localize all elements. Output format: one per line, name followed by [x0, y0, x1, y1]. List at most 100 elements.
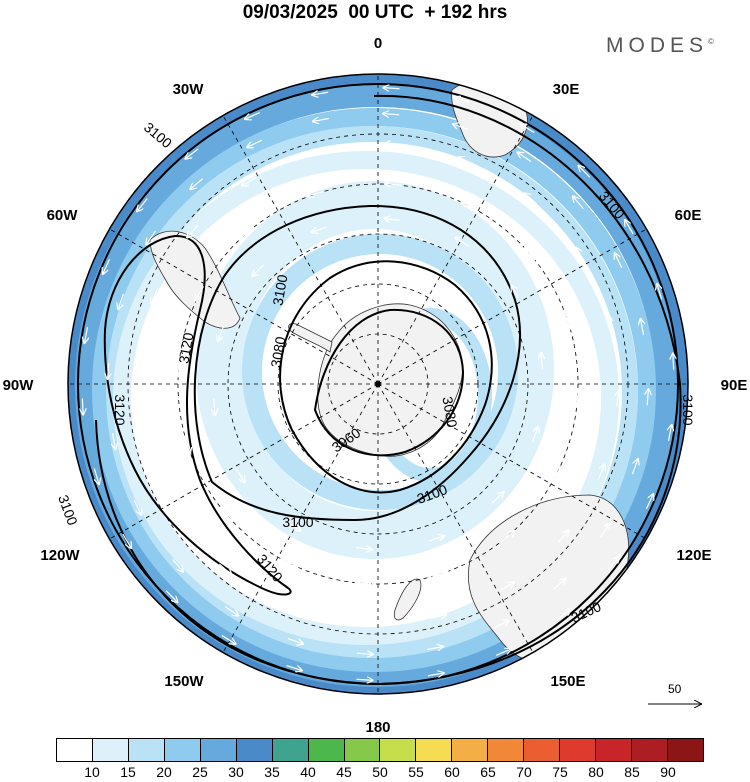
wind-vector [218, 563, 231, 575]
wind-vector [235, 468, 244, 483]
wind-vector [247, 139, 263, 147]
wind-vector [151, 288, 159, 304]
colorbar-labels: 10 15 20 25 30 35 40 45 50 55 60 65 70 75 80 85 90 [56, 764, 704, 782]
colorbar-label: 55 [408, 764, 424, 780]
colorbar-segment [272, 739, 309, 761]
wind-vector [118, 293, 125, 309]
contour-label: 3100 [269, 273, 290, 307]
wind-vector [383, 88, 400, 89]
wind-vector [511, 286, 521, 300]
colorbar-label: 65 [480, 764, 496, 780]
colorbar-segment [632, 739, 668, 761]
longitude-labels: 0 30E 60E 90E 120E 150E 180 150W 120W 90W 60W 30W [3, 35, 748, 736]
contour-label: 3120 [112, 394, 128, 425]
colorbar-segment [57, 739, 93, 761]
longitude-label-150e: 150E [550, 673, 585, 690]
wind-vector [286, 521, 300, 531]
brand-logo: MODES© [606, 34, 714, 57]
contour-label: 3120 [175, 331, 196, 365]
wind-vector [384, 218, 401, 220]
colorbar-segment [344, 739, 381, 761]
wind-vector [645, 494, 653, 509]
wind-vector [383, 114, 400, 115]
wind-vector [190, 178, 204, 189]
wind-vector [531, 427, 538, 443]
colorbar-label: 15 [120, 764, 136, 780]
colorbar-label: 10 [84, 764, 100, 780]
wind-vector [608, 557, 619, 570]
colorbar-label: 50 [372, 764, 388, 780]
wind-vector [214, 398, 215, 415]
longitude-label-120e: 120E [676, 547, 711, 564]
wind-vector [178, 360, 180, 376]
wind-vector [615, 253, 623, 269]
wind-vector [186, 438, 190, 453]
wind-vector [220, 507, 231, 521]
wind-vector [499, 582, 514, 592]
colorbar-label: 85 [624, 764, 640, 780]
longitude-label-60w: 60W [47, 207, 79, 224]
wind-vector [462, 202, 477, 211]
longitude-label-180: 180 [365, 719, 390, 736]
longitude-label-30w: 30W [173, 81, 205, 98]
colorbar-label: 60 [444, 764, 460, 780]
wind-vector [108, 362, 109, 379]
wind-vector [647, 389, 648, 406]
wind-vector [518, 152, 532, 162]
colorbar-label: 40 [300, 764, 316, 780]
longitude-label-30e: 30E [553, 81, 580, 98]
contour-label: 3100 [141, 119, 175, 151]
wind-vector [617, 391, 619, 407]
colorbar-segment [380, 739, 417, 761]
colorbar [56, 738, 704, 762]
colorbar-segment [92, 739, 129, 761]
wind-vector [673, 354, 674, 370]
wind-vector [521, 124, 535, 134]
wind-vector [287, 637, 303, 644]
wind-vector [356, 679, 373, 680]
contour-label: 3080 [439, 395, 460, 429]
wind-vector [187, 224, 199, 237]
wind-vector [218, 325, 225, 341]
contour-label: 3100 [680, 394, 696, 425]
wind-vector [310, 150, 326, 153]
wind-vector [454, 98, 470, 104]
longitude-label-150w: 150W [164, 673, 204, 690]
wind-vector [113, 433, 116, 449]
wind-vector [242, 176, 257, 185]
colorbar-label: 20 [156, 764, 172, 780]
wind-vector [427, 647, 443, 650]
wind-vector [459, 157, 474, 165]
wind-vector [631, 459, 638, 475]
colorbar-segment [164, 739, 201, 761]
wind-vector [146, 230, 156, 244]
wind-vector [573, 196, 584, 210]
wind-vector [137, 198, 148, 211]
wind-vector [495, 649, 511, 656]
contour-label: 3100 [55, 493, 81, 528]
colorbar-label: 30 [228, 764, 244, 780]
wind-vector [354, 583, 370, 585]
wind-vector [312, 92, 329, 95]
colorbar-segment [667, 739, 703, 761]
wind-vectors [82, 88, 673, 681]
wind-vector [430, 615, 446, 618]
wind-vector [138, 361, 140, 377]
wind-vector [165, 590, 177, 602]
wind-vector [525, 193, 538, 205]
wind-vector [252, 264, 265, 276]
wind-vector [456, 237, 470, 247]
wind-vector [501, 531, 515, 542]
colorbar-segment [308, 739, 345, 761]
wind-vector [428, 536, 444, 542]
wind-vector [356, 653, 373, 654]
longitude-label-0: 0 [374, 35, 382, 52]
wind-vector [600, 524, 610, 538]
colorbar-segment [488, 739, 525, 761]
colorbar-segment [560, 739, 597, 761]
wind-vector [493, 621, 508, 629]
colorbar-segment [128, 739, 165, 761]
colorbar-segment [596, 739, 632, 761]
colorbar-segment [452, 739, 489, 761]
wind-vector [355, 623, 371, 625]
